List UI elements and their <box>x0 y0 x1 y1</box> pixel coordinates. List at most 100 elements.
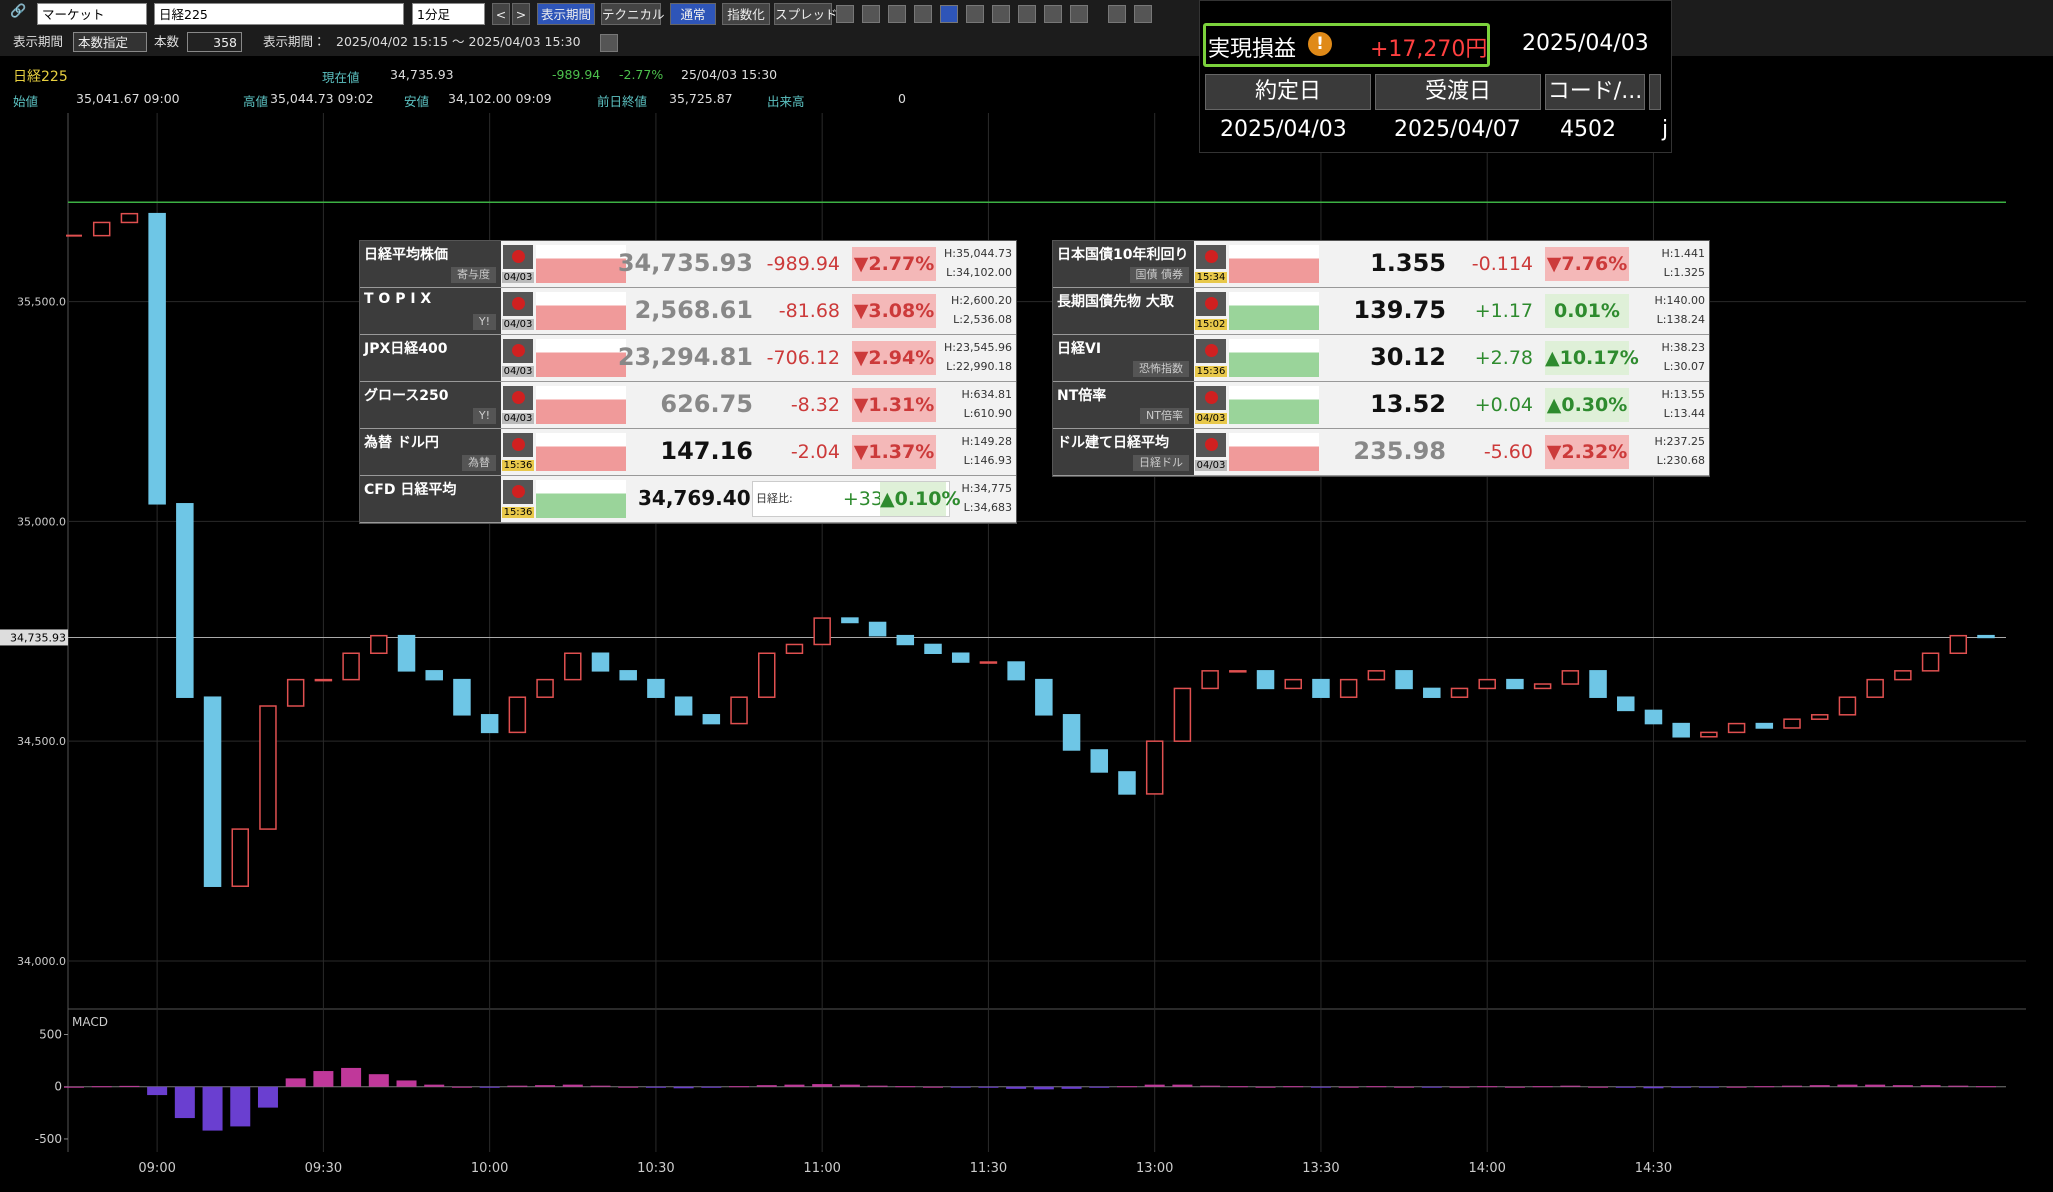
tool-icon[interactable] <box>836 5 854 23</box>
column-header[interactable]: 受渡日 <box>1375 74 1541 110</box>
flag-dot <box>1205 297 1218 310</box>
tool-icon[interactable] <box>966 5 984 23</box>
period-button[interactable]: 表示期間 <box>537 3 595 25</box>
macd-bar <box>1227 1086 1248 1088</box>
x-tick-label: 09:00 <box>138 1161 175 1176</box>
count-input[interactable]: 358 <box>187 32 242 52</box>
candle <box>1339 678 1358 698</box>
candle <box>286 678 305 707</box>
next-button[interactable]: > <box>512 3 530 25</box>
macd-bar <box>756 1085 777 1087</box>
market-row[interactable]: 為替 ドル円 為替 15:36 147.16 -2.04 ▼1.37% H:149.28 L:… <box>360 429 1016 476</box>
market-name: JPX日経400 <box>364 341 448 357</box>
market-row[interactable]: T O P I X Y! 04/03 2,568.61 -81.68 ▼3.08% H:2,… <box>360 288 1016 335</box>
candle <box>66 234 82 237</box>
info-change: -989.94 <box>552 67 601 82</box>
macd-bar <box>618 1086 639 1088</box>
candle <box>674 696 693 716</box>
change: -989.94 <box>766 253 840 275</box>
sub-button[interactable]: Y! <box>472 314 496 330</box>
sub-button[interactable]: 日経ドル <box>1133 455 1189 471</box>
low: L:34,102.00 <box>946 266 1012 279</box>
macd-bar <box>812 1084 833 1087</box>
macd-bar <box>1477 1086 1498 1088</box>
sub-button[interactable]: NT倍率 <box>1140 408 1189 424</box>
tool-icon[interactable] <box>1044 5 1062 23</box>
macd-bar <box>1754 1086 1775 1088</box>
market-row[interactable]: NT倍率 NT倍率 04/03 13.52 +0.04 ▲0.30% H:13.55 L:13… <box>1053 382 1709 429</box>
tool-icon[interactable] <box>888 5 906 23</box>
macd-bar <box>424 1084 445 1087</box>
x-tick-label: 14:00 <box>1468 1161 1505 1176</box>
market-row[interactable]: 日経VI 恐怖指数 15:36 30.12 +2.78 ▲10.17% H:38.23 L:3… <box>1053 335 1709 382</box>
candle <box>1617 696 1635 712</box>
change: +1.17 <box>1474 300 1533 322</box>
candle <box>314 678 333 682</box>
range-text: 2025/04/02 15:15 ～ 2025/04/03 15:30 <box>336 34 581 49</box>
candle <box>508 696 527 734</box>
alert-icon: ! <box>1308 32 1332 56</box>
interval-select[interactable]: 1分足 <box>412 3 485 25</box>
tool-icon[interactable] <box>992 5 1010 23</box>
pct: ▲0.10% <box>880 482 961 516</box>
market-row[interactable]: 長期国債先物 大取 15:02 139.75 +1.17 0.01% H:140.00 L:… <box>1053 288 1709 335</box>
tool-icon[interactable] <box>1018 5 1036 23</box>
sub-button[interactable]: 為替 <box>462 455 496 471</box>
name-cell <box>360 335 501 381</box>
spread-button[interactable]: スプレッド <box>774 3 838 25</box>
tool-icon[interactable] <box>862 5 880 23</box>
refresh-icon[interactable] <box>600 34 618 52</box>
sparkline <box>536 433 626 471</box>
prev-button[interactable]: < <box>492 3 510 25</box>
sub-button[interactable]: 寄与度 <box>451 267 496 283</box>
market-row[interactable]: JPX日経400 04/03 23,294.81 -706.12 ▼2.94% H:23,… <box>360 335 1016 382</box>
cell: 2025/04/07 <box>1394 117 1521 142</box>
tool-icon[interactable] <box>1070 5 1088 23</box>
link-icon[interactable]: 🔗 <box>10 4 28 22</box>
market-select[interactable]: マーケット <box>37 3 147 25</box>
market-row[interactable]: 日本国債10年利回り 国債 債券 15:34 1.355 -0.114 ▼7.76% H:1… <box>1053 241 1709 288</box>
y-tick-label: 34,500.0 <box>17 735 66 748</box>
sub-button[interactable]: 国債 債券 <box>1129 267 1189 283</box>
market-name: CFD 日経平均 <box>364 482 457 498</box>
column-header[interactable]: コード/... <box>1545 74 1645 110</box>
index-button[interactable]: 指数化 <box>722 3 770 25</box>
tool-icon[interactable] <box>1108 5 1126 23</box>
date: 04/03 <box>1195 460 1227 471</box>
sub-button[interactable]: Y! <box>472 408 496 424</box>
normal-button[interactable]: 通常 <box>670 3 716 25</box>
candle <box>1866 678 1884 698</box>
candle <box>951 652 970 663</box>
low: L:610.90 <box>963 407 1012 420</box>
period-mode-select[interactable]: 本数指定 <box>73 32 147 52</box>
macd-bar <box>64 1086 84 1088</box>
tool-icon[interactable] <box>914 5 932 23</box>
symbol-select[interactable]: 日経225 <box>154 3 404 25</box>
candle <box>868 621 887 637</box>
market-panel: 日本国債10年利回り 国債 債券 15:34 1.355 -0.114 ▼7.76% H:1… <box>1052 240 1710 477</box>
tool-icon[interactable] <box>940 5 958 23</box>
profit-label: 実現損益 <box>1208 37 1297 62</box>
candle <box>702 714 721 725</box>
info-label: 前日終値 <box>597 94 648 109</box>
x-tick-label: 10:00 <box>471 1161 508 1176</box>
x-tick-label: 11:00 <box>803 1161 840 1176</box>
market-row[interactable]: グロース250 Y! 04/03 626.75 -8.32 ▼1.31% H:634.81 L… <box>360 382 1016 429</box>
tool-icon[interactable] <box>1134 5 1152 23</box>
info-value: 0 <box>898 91 906 106</box>
change: -81.68 <box>778 300 840 322</box>
candle <box>148 212 166 505</box>
market-row[interactable]: ドル建て日経平均 日経ドル 04/03 235.98 -5.60 ▼2.32% H:237.… <box>1053 429 1709 476</box>
market-row[interactable]: CFD 日経平均 15:36 34,769.40 日経比: +33 ▲0.10% H:34,… <box>360 476 1016 523</box>
high: H:634.81 <box>961 388 1012 401</box>
candle <box>1118 771 1136 795</box>
sub-button[interactable]: 恐怖指数 <box>1133 361 1189 377</box>
technical-button[interactable]: テクニカル <box>601 3 665 25</box>
market-row[interactable]: 日経平均株価 寄与度 04/03 34,735.93 -989.94 ▼2.77% H:35… <box>360 241 1016 288</box>
x-tick-label: 13:00 <box>1136 1161 1173 1176</box>
macd-bar <box>451 1086 472 1088</box>
macd-bar <box>1200 1085 1221 1087</box>
column-header[interactable]: 約定日 <box>1205 74 1371 110</box>
low: L:30.07 <box>1663 360 1705 373</box>
